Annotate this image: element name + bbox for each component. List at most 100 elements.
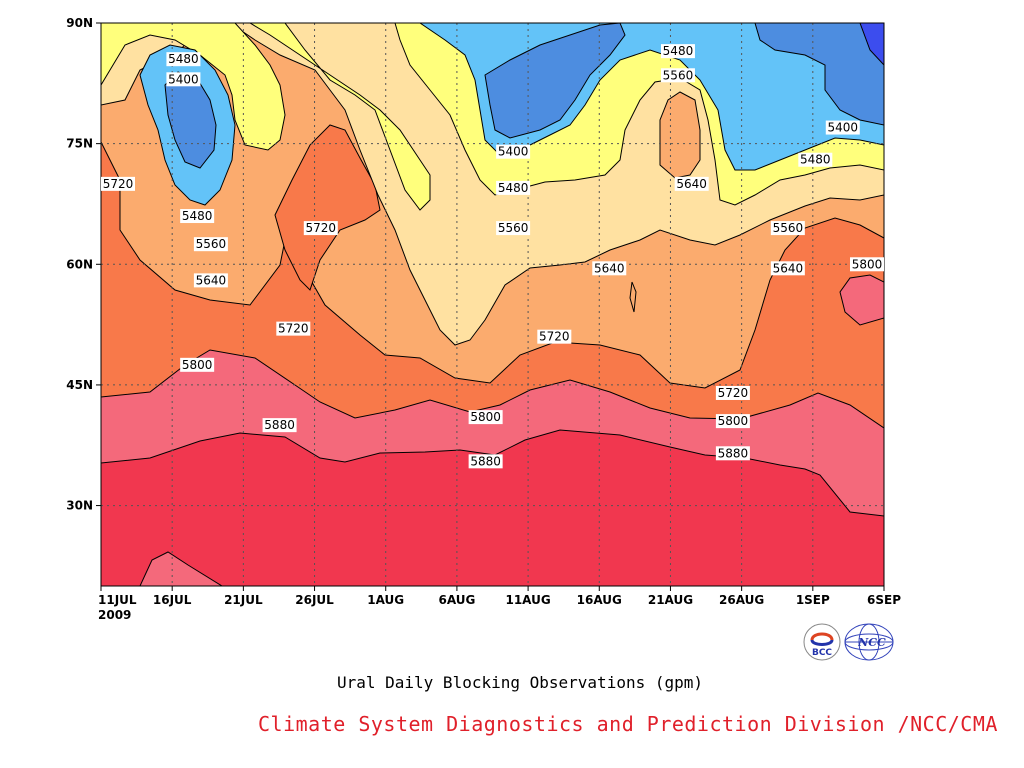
contour-label: 5560: [193, 237, 228, 252]
contour-label-box: [660, 68, 695, 83]
contour-label: 5640: [592, 261, 627, 276]
gridlines: [101, 23, 884, 586]
contour-label-text: 5400: [828, 121, 859, 135]
x-year-label: 2009: [98, 608, 131, 622]
contour-label: 5400: [496, 144, 531, 159]
ncc-logo-text: NCC: [857, 636, 886, 649]
contour-label-box: [166, 52, 201, 67]
credit-line: Climate System Diagnostics and Predictio…: [258, 712, 998, 736]
contour-label-box: [592, 261, 627, 276]
contour-label: 5560: [660, 68, 695, 83]
contour-label-text: 5480: [800, 153, 831, 167]
contour-label-text: 5560: [498, 221, 529, 235]
ncc-logo: NCC: [844, 623, 894, 661]
contour-label-box: [496, 144, 531, 159]
contour-label: 5480: [798, 152, 833, 167]
contour-label: 5720: [715, 385, 750, 400]
x-tick-label: 21AUG: [648, 593, 693, 607]
contour-label-text: 5800: [182, 358, 213, 372]
contour-label: 5640: [674, 176, 709, 191]
contour-label-text: 5560: [663, 68, 694, 82]
contour-label: 5400: [166, 72, 201, 87]
contour-label-text: 5400: [498, 145, 529, 159]
y-tick-label: 30N: [66, 499, 93, 513]
contour-label-box: [715, 385, 750, 400]
contour-label: 5880: [262, 418, 297, 433]
contour-label: 5800: [468, 410, 503, 425]
contour-label-box: [180, 209, 215, 224]
contour-label-text: 5720: [278, 322, 309, 336]
contour-label-box: [276, 321, 311, 336]
contour-label-box: [496, 221, 531, 236]
y-axis: 30N 45N 60N 75N 90N: [66, 16, 101, 513]
contour-labels: 5480 5400 5480 5560 5640 5720 5720 5720 5800 5880…: [101, 44, 884, 469]
contour-label: 5640: [770, 261, 805, 276]
contour-label-box: [468, 454, 503, 469]
contour-label: 5800: [850, 257, 884, 272]
cell-5640-top: [659, 91, 701, 179]
contour-label: 5560: [496, 221, 531, 236]
contour-label-box: [303, 221, 338, 236]
contour-label-text: 5880: [470, 454, 501, 468]
contour-label-text: 5720: [718, 386, 749, 400]
contour-label-box: [166, 72, 201, 87]
contour-label: 5480: [166, 52, 201, 67]
contour-label-box: [262, 418, 297, 433]
x-tick-label: 1SEP: [796, 593, 830, 607]
contour-label: 5400: [825, 120, 860, 135]
contour-label-text: 5880: [718, 446, 749, 460]
contour-label: 5480: [180, 209, 215, 224]
contour-label-text: 5880: [264, 418, 295, 432]
contour-label: 5720: [101, 176, 135, 191]
x-tick-label: 26JUL: [295, 593, 334, 607]
y-tick-label: 60N: [66, 257, 93, 271]
contour-label-text: 5720: [539, 330, 570, 344]
x-tick-label: 26AUG: [719, 593, 764, 607]
contour-fields: [101, 23, 884, 586]
x-tick-label: 11JUL: [98, 593, 137, 607]
x-tick-label: 11AUG: [505, 593, 550, 607]
contour-label: 5560: [770, 221, 805, 236]
contour-label-box: [770, 221, 805, 236]
contour-label: 5880: [468, 454, 503, 469]
cell-deepest-corner: [859, 23, 884, 66]
chart-subtitle: Ural Daily Blocking Observations (gpm): [336, 673, 704, 692]
cell-5400-mid: [484, 23, 626, 139]
contour-label: 5720: [276, 321, 311, 336]
contour-label-box: [180, 357, 215, 372]
contour-label-box: [101, 176, 135, 191]
x-axis: 11JUL 16JUL 21JUL 26JUL 1AUG 6AUG 11AUG 16AUG 21…: [98, 586, 901, 607]
contour-label: 5480: [496, 180, 531, 195]
contour-label: 5800: [715, 414, 750, 429]
x-tick-label: 21JUL: [224, 593, 263, 607]
x-tick-label: 16JUL: [153, 593, 192, 607]
contour-label-text: 5640: [594, 261, 625, 275]
x-tick-label: 6AUG: [438, 593, 475, 607]
contour-label-box: [193, 273, 228, 288]
contour-label: 5640: [193, 273, 228, 288]
contour-label-text: 5800: [470, 410, 501, 424]
bcc-logo-text: BCC: [812, 648, 832, 658]
cell-5720-tongue: [274, 124, 381, 291]
contour-label-text: 5720: [103, 177, 134, 191]
y-tick-label: 90N: [66, 16, 93, 30]
contour-label-box: [798, 152, 833, 167]
contour-label-text: 5480: [182, 209, 213, 223]
x-tick-label: 6SEP: [867, 593, 901, 607]
contour-label-box: [770, 261, 805, 276]
y-tick-label: 75N: [66, 137, 93, 151]
contour-label-text: 5640: [676, 177, 707, 191]
cell-5800-right: [839, 274, 884, 326]
bcc-logo: BCC: [803, 623, 841, 661]
y-tick-label: 45N: [66, 378, 93, 392]
contour-label-box: [715, 414, 750, 429]
contour-label-box: [715, 446, 750, 461]
contour-label: 5480: [660, 44, 695, 59]
contour-label-text: 5560: [773, 221, 804, 235]
contour-label: 5800: [180, 357, 215, 372]
x-tick-label: 1AUG: [367, 593, 404, 607]
contour-label-text: 5480: [663, 44, 694, 58]
contour-label-text: 5480: [498, 181, 529, 195]
contour-label-text: 5560: [196, 237, 227, 251]
